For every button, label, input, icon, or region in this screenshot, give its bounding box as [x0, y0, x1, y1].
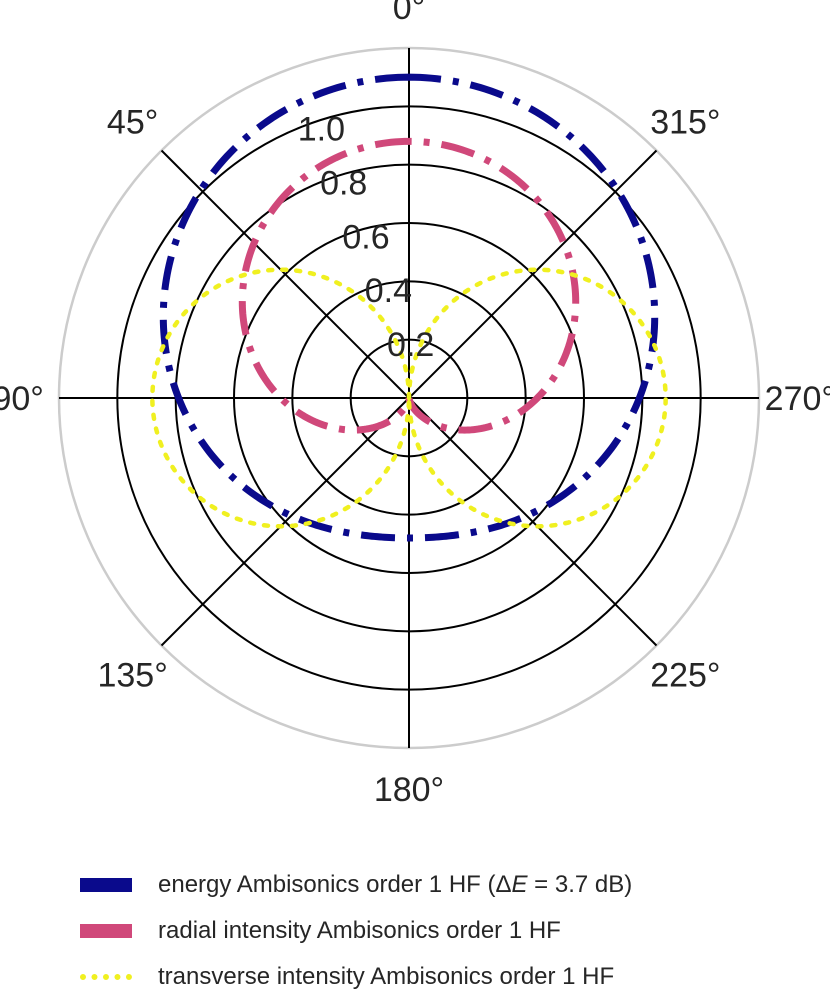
polar-chart: 0.2 0.4 0.6 0.8 1.0 0° 45° 90° 135° 180° 225° 270° 3… — [0, 0, 830, 809]
theta-tick-label-0: 0° — [393, 0, 426, 27]
theta-gridline-3 — [160, 397, 410, 647]
series-line-transverse — [150, 267, 668, 529]
theta-gridline-5 — [408, 397, 658, 647]
r-tick-label-4: 1.0 — [298, 111, 345, 149]
theta-gridline-1 — [160, 149, 410, 399]
legend: energy Ambisonics order 1 HF (ΔE = 3.7 d… — [80, 862, 820, 1000]
theta-tick-label-2: 90° — [0, 380, 44, 418]
legend-swatch-radial — [80, 924, 132, 938]
theta-tick-label-6: 270° — [765, 380, 830, 418]
theta-tick-label-4: 180° — [374, 771, 444, 809]
legend-item-transverse: transverse intensity Ambisonics order 1 … — [80, 954, 820, 1000]
r-tick-label-2: 0.6 — [342, 218, 389, 256]
legend-label-radial: radial intensity Ambisonics order 1 HF — [158, 917, 561, 944]
theta-tick-label-7: 315° — [650, 104, 720, 142]
legend-label-transverse: transverse intensity Ambisonics order 1 … — [158, 963, 615, 990]
theta-tick-label-1: 45° — [107, 104, 158, 142]
r-tick-label-3: 0.8 — [320, 164, 367, 202]
r-tick-label-1: 0.4 — [365, 272, 412, 310]
theta-tick-label-5: 225° — [650, 656, 720, 694]
legend-swatch-transverse — [80, 974, 132, 980]
legend-swatch-energy — [80, 878, 132, 892]
legend-item-radial: radial intensity Ambisonics order 1 HF — [80, 908, 820, 954]
legend-label-energy: energy Ambisonics order 1 HF (ΔE = 3.7 d… — [158, 871, 633, 898]
series-line-energy — [159, 73, 659, 542]
legend-item-energy: energy Ambisonics order 1 HF (ΔE = 3.7 d… — [80, 862, 820, 908]
theta-tick-label-3: 135° — [97, 656, 167, 694]
r-tick-label-0: 0.2 — [387, 326, 434, 364]
theta-gridline-7 — [408, 149, 658, 399]
